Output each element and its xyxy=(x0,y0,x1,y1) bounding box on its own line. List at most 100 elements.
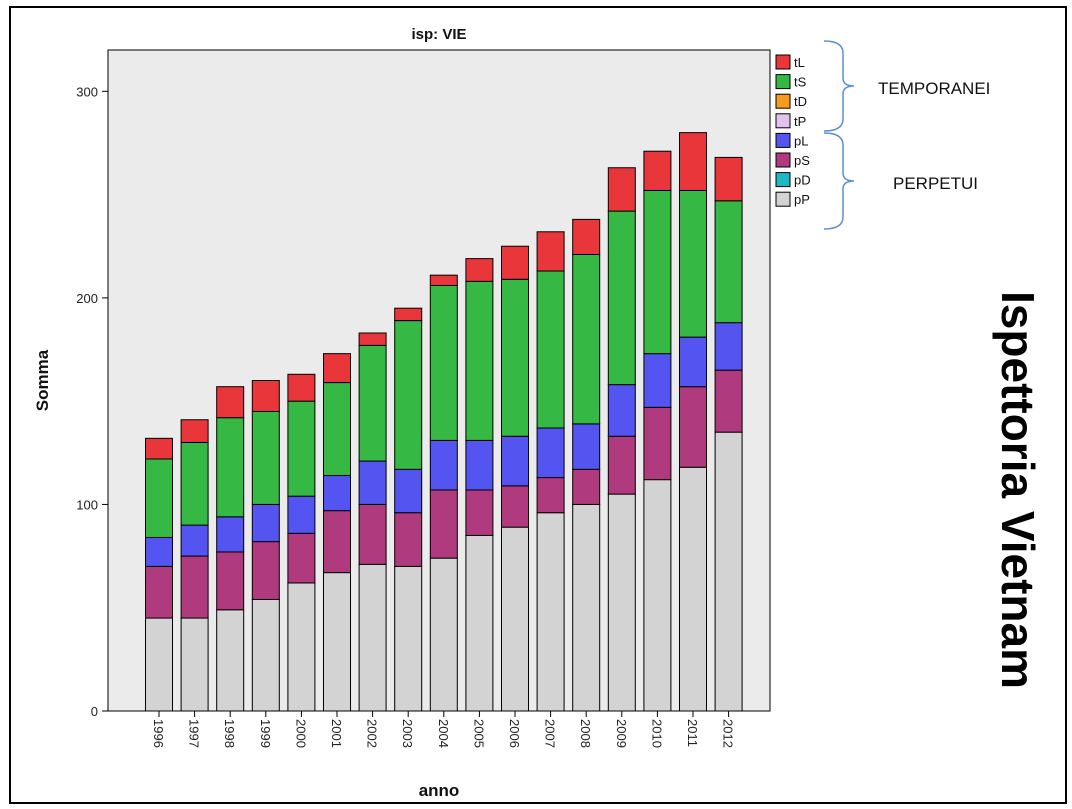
bar-tL-2009 xyxy=(607,167,636,212)
legend-swatch-tL xyxy=(775,54,791,70)
x-tick-label-2008: 2008 xyxy=(578,719,593,748)
bar-pP-2003 xyxy=(394,565,423,712)
x-tick-label-2012: 2012 xyxy=(721,719,736,748)
y-axis-title: Somma xyxy=(33,349,52,411)
legend-swatch-pP xyxy=(775,191,791,207)
bar-pL-1998 xyxy=(216,516,245,553)
group-label-temporanei: TEMPORANEI xyxy=(878,79,990,98)
bracket-perpetui xyxy=(823,132,855,230)
bar-pP-2007 xyxy=(536,512,565,712)
x-tick-label-2003: 2003 xyxy=(400,719,415,748)
bar-pS-2001 xyxy=(323,510,351,574)
bar-pL-2010 xyxy=(643,353,672,408)
x-tick-label-2007: 2007 xyxy=(543,719,558,748)
bar-tL-1998 xyxy=(216,386,245,419)
bar-tL-2006 xyxy=(501,245,529,280)
bar-pL-2001 xyxy=(323,475,351,512)
bar-tL-1997 xyxy=(180,419,209,443)
bar-pS-2012 xyxy=(714,369,743,433)
bar-pP-2005 xyxy=(465,534,494,712)
x-tick-label-2009: 2009 xyxy=(614,719,629,748)
legend-label-pL: pL xyxy=(794,133,808,148)
y-tick-label-300: 300 xyxy=(76,84,98,99)
bar-pS-2000 xyxy=(287,532,316,584)
bar-tS-1996 xyxy=(145,458,173,538)
bar-tL-2011 xyxy=(679,132,707,191)
x-tick-label-1996: 1996 xyxy=(151,719,166,748)
bar-tS-2006 xyxy=(501,278,529,437)
x-tick-label-2006: 2006 xyxy=(507,719,522,748)
bar-pS-2002 xyxy=(358,503,387,565)
bar-tL-2003 xyxy=(394,307,423,322)
bar-pL-2003 xyxy=(394,468,423,514)
y-tick-label-200: 200 xyxy=(76,291,98,306)
bar-pS-2003 xyxy=(394,512,423,567)
legend-swatch-tD xyxy=(775,93,791,109)
bar-tL-2007 xyxy=(536,231,565,272)
bar-pL-2004 xyxy=(429,439,458,491)
bar-pS-1996 xyxy=(145,565,173,619)
bar-pP-2004 xyxy=(429,557,458,712)
legend-swatch-pD xyxy=(775,172,791,188)
bar-tS-1999 xyxy=(251,410,280,505)
legend-label-tD: tD xyxy=(794,94,807,109)
bar-pL-2005 xyxy=(465,439,494,491)
bar-pP-1999 xyxy=(251,598,280,712)
bar-pL-2002 xyxy=(358,460,387,505)
bar-tS-1997 xyxy=(180,441,209,526)
x-tick-label-2011: 2011 xyxy=(685,719,700,747)
bar-tS-2004 xyxy=(429,284,458,441)
x-tick-label-2005: 2005 xyxy=(471,719,486,748)
x-tick-label-1998: 1998 xyxy=(222,719,237,748)
bar-pL-2008 xyxy=(572,423,601,470)
x-tick-label-1997: 1997 xyxy=(187,719,202,748)
bar-pP-2008 xyxy=(572,503,601,712)
bar-tL-2012 xyxy=(714,156,743,202)
x-tick-label-2004: 2004 xyxy=(436,719,451,748)
bar-tL-2004 xyxy=(429,274,458,286)
bar-pS-2006 xyxy=(501,485,529,528)
bar-tS-2008 xyxy=(572,253,601,425)
bar-pP-2001 xyxy=(323,572,351,712)
bar-pS-1998 xyxy=(216,551,245,611)
bar-pS-2004 xyxy=(429,489,458,559)
bar-tS-2005 xyxy=(465,280,494,441)
bar-pL-2011 xyxy=(679,336,707,388)
bar-pL-2009 xyxy=(607,384,636,437)
x-tick-label-2010: 2010 xyxy=(649,719,664,748)
bracket-temporanei xyxy=(823,40,855,132)
bar-pP-2009 xyxy=(607,493,636,712)
bar-pS-1999 xyxy=(251,541,280,600)
bar-tS-2001 xyxy=(323,382,351,477)
legend-label-pS: pS xyxy=(794,153,810,168)
bar-tL-2008 xyxy=(572,218,601,255)
bar-pL-2000 xyxy=(287,495,316,534)
bar-tL-2000 xyxy=(287,373,316,402)
bar-tS-2002 xyxy=(358,344,387,462)
bar-tL-1999 xyxy=(251,380,280,412)
legend-label-tP: tP xyxy=(794,114,806,129)
bar-tL-2005 xyxy=(465,258,494,282)
bar-pS-2007 xyxy=(536,477,565,514)
y-tick-label-100: 100 xyxy=(76,497,98,512)
legend-swatch-tP xyxy=(775,113,791,129)
bar-tS-2003 xyxy=(394,320,423,470)
bar-pS-1997 xyxy=(180,555,209,619)
bar-tS-2010 xyxy=(643,189,672,355)
bar-pS-2011 xyxy=(679,386,707,468)
bar-tS-2009 xyxy=(607,210,636,386)
bar-pL-1996 xyxy=(145,536,173,567)
bar-pP-1998 xyxy=(216,609,245,712)
bar-pL-2006 xyxy=(501,435,529,487)
bar-pL-1997 xyxy=(180,524,209,557)
bar-tS-2000 xyxy=(287,400,316,497)
bar-tL-1996 xyxy=(145,437,173,460)
legend-label-pP: pP xyxy=(794,192,810,207)
group-label-perpetui: PERPETUI xyxy=(893,174,978,193)
legend-swatch-pS xyxy=(775,152,791,168)
legend-label-pD: pD xyxy=(794,173,811,188)
bar-tS-1998 xyxy=(216,417,245,518)
bar-pL-1999 xyxy=(251,503,280,543)
bar-pS-2009 xyxy=(607,435,636,495)
